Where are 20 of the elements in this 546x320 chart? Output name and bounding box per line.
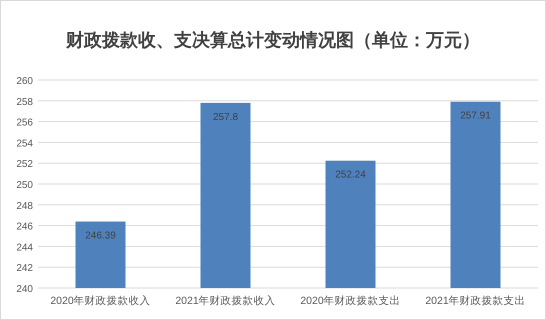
- y-tick-label: 244: [16, 242, 34, 254]
- y-tick-label: 242: [16, 263, 34, 274]
- y-tick-label: 252: [16, 159, 34, 170]
- x-tick-label: 2021年财政拨款支出: [425, 294, 526, 307]
- y-tick-label: 258: [16, 96, 34, 108]
- y-tick-label: 256: [16, 118, 34, 129]
- x-tick-label: 2021年财政拨款收入: [175, 294, 276, 307]
- chart-title: 财政拨款收、支决算总计变动情况图（单位：万元）: [65, 30, 480, 51]
- data-label: 257.8: [212, 112, 238, 123]
- y-tick-label: 246: [16, 222, 34, 233]
- y-tick-label: 240: [16, 284, 34, 295]
- y-tick-label: 260: [16, 76, 34, 87]
- data-label: 252.24: [335, 170, 366, 181]
- data-label: 257.91: [460, 110, 492, 122]
- y-tick-label: 250: [16, 180, 34, 191]
- x-tick-label: 2020年财政拨款收入: [50, 294, 151, 307]
- data-label: 246.39: [85, 230, 116, 242]
- y-tick-label: 248: [16, 200, 34, 212]
- y-tick-label: 254: [16, 138, 34, 150]
- x-tick-label: 2020年财政拨款支出: [300, 294, 401, 307]
